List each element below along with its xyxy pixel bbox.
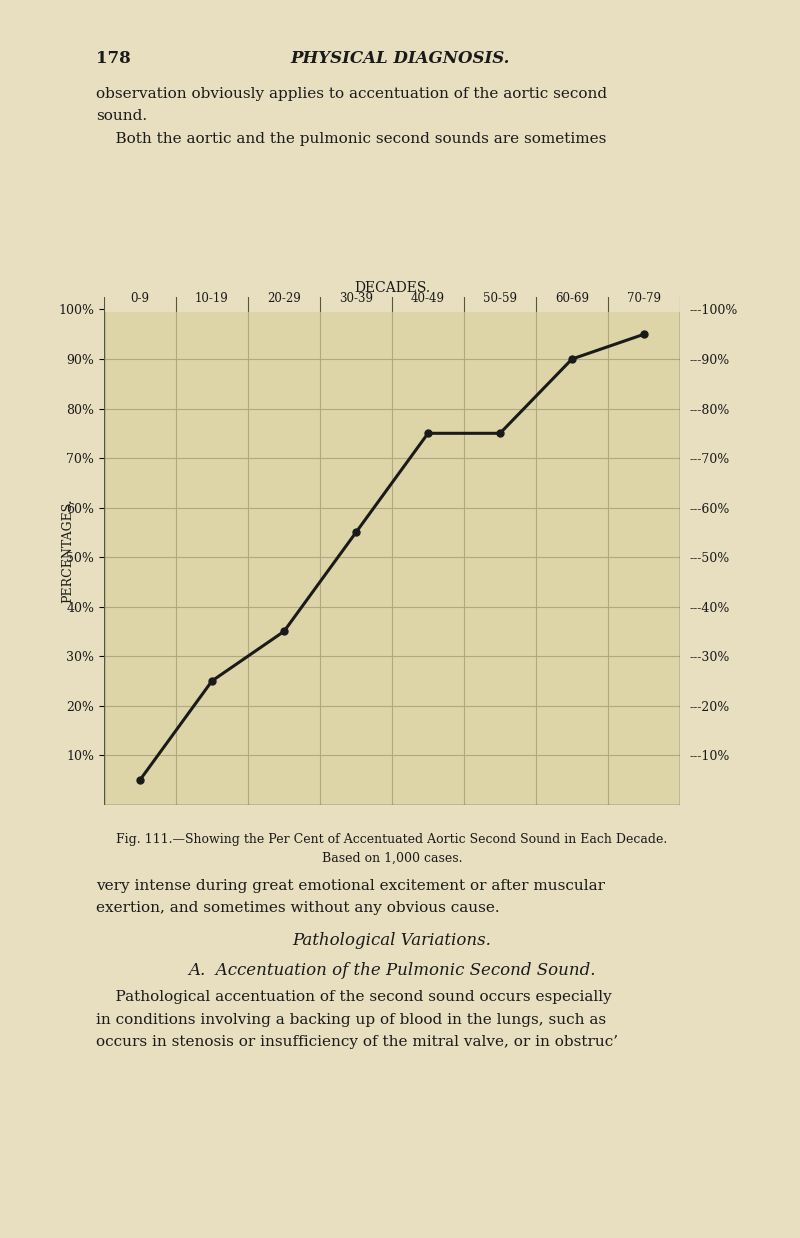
Text: 178: 178: [96, 50, 130, 67]
Text: 40-49: 40-49: [411, 291, 445, 305]
Text: sound.: sound.: [96, 109, 147, 123]
Text: PHYSICAL DIAGNOSIS.: PHYSICAL DIAGNOSIS.: [290, 50, 510, 67]
Text: exertion, and sometimes without any obvious cause.: exertion, and sometimes without any obvi…: [96, 901, 500, 915]
Text: in conditions involving a backing up of blood in the lungs, such as: in conditions involving a backing up of …: [96, 1013, 606, 1026]
Text: observation obviously applies to accentuation of the aortic second: observation obviously applies to accentu…: [96, 87, 607, 100]
Text: Pathological Variations.: Pathological Variations.: [293, 932, 491, 950]
Text: occurs in stenosis or insufficiency of the mitral valve, or in obstruc’: occurs in stenosis or insufficiency of t…: [96, 1035, 618, 1049]
Text: Pathological accentuation of the second sound occurs especially: Pathological accentuation of the second …: [96, 990, 612, 1004]
Text: 30-39: 30-39: [339, 291, 373, 305]
Text: Based on 1,000 cases.: Based on 1,000 cases.: [322, 852, 462, 865]
Text: 0-9: 0-9: [130, 291, 150, 305]
Text: 20-29: 20-29: [267, 291, 301, 305]
Text: 70-79: 70-79: [627, 291, 661, 305]
Text: PERCENTAGES.: PERCENTAGES.: [62, 499, 74, 603]
Text: very intense during great emotional excitement or after muscular: very intense during great emotional exci…: [96, 879, 605, 893]
Text: DECADES.: DECADES.: [354, 281, 430, 295]
Text: Fig. 111.—Showing the Per Cent of Accentuated Aortic Second Sound in Each Decade: Fig. 111.—Showing the Per Cent of Accent…: [116, 833, 668, 847]
Text: A.  Accentuation of the Pulmonic Second Sound.: A. Accentuation of the Pulmonic Second S…: [188, 962, 596, 979]
Text: 10-19: 10-19: [195, 291, 229, 305]
Text: 50-59: 50-59: [483, 291, 517, 305]
Text: Both the aortic and the pulmonic second sounds are sometimes: Both the aortic and the pulmonic second …: [96, 132, 606, 146]
Text: 60-69: 60-69: [555, 291, 589, 305]
